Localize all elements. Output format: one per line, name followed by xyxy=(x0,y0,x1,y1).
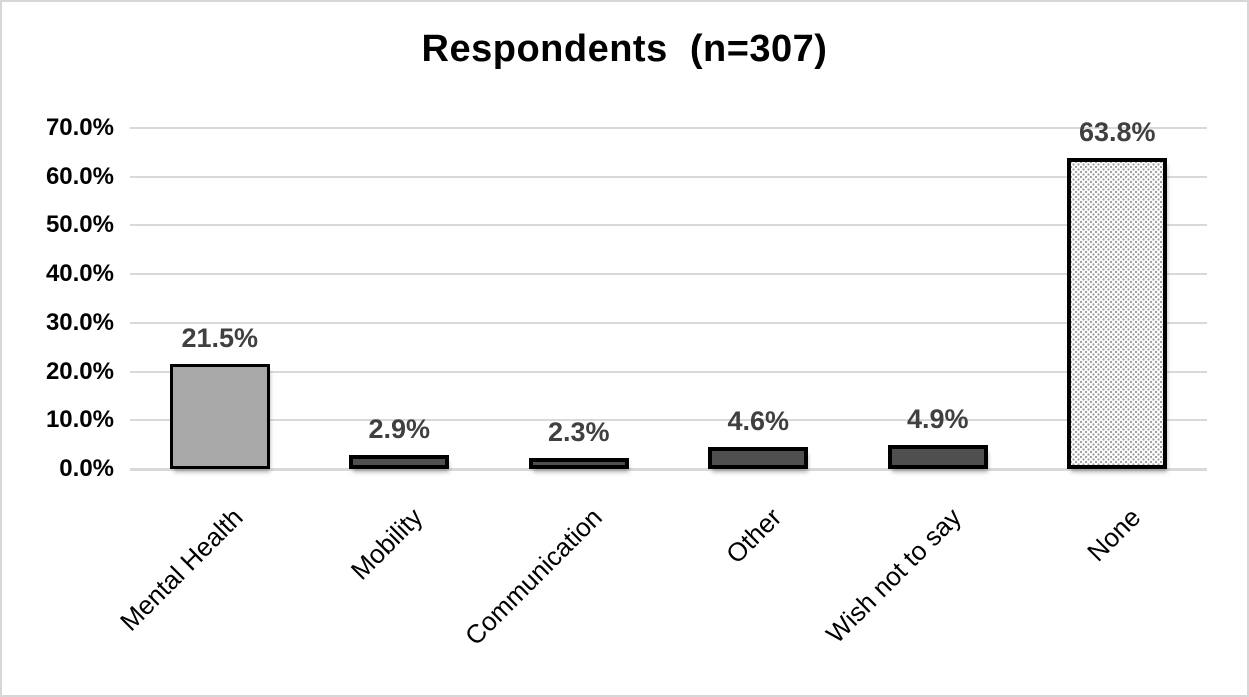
y-axis-tick-label: 0.0% xyxy=(59,455,114,482)
bar-value-label: 63.8% xyxy=(1078,117,1156,148)
gridline xyxy=(130,419,1207,422)
gridline xyxy=(130,127,1207,129)
bar-mobility xyxy=(349,454,450,469)
gridline xyxy=(130,273,1207,276)
x-axis-category-label: Other xyxy=(720,502,788,570)
y-axis-tick-label: 50.0% xyxy=(45,211,114,239)
x-axis-category-label: Mental Health xyxy=(114,502,249,637)
x-axis-baseline xyxy=(130,468,1207,471)
y-axis-tick-label: 10.0% xyxy=(45,406,114,434)
bar-mental-health xyxy=(169,364,270,469)
bar-value-label: 21.5% xyxy=(181,323,259,354)
y-axis-tick-label: 30.0% xyxy=(45,308,114,336)
y-axis-tick-label: 40.0% xyxy=(45,260,114,288)
bar-none xyxy=(1067,158,1168,469)
gridline xyxy=(130,370,1207,373)
y-axis-tick-label: 20.0% xyxy=(45,357,114,385)
bar-wish-not-to-say xyxy=(887,445,988,469)
x-axis-category-label: Communication xyxy=(459,502,608,651)
x-axis-category-label: Mobility xyxy=(344,502,429,586)
bar-value-label: 4.6% xyxy=(727,405,790,436)
gridline xyxy=(130,321,1207,324)
gridline xyxy=(130,175,1207,178)
bar-other xyxy=(708,446,809,469)
y-axis-tick-label: 60.0% xyxy=(45,162,114,190)
gridline xyxy=(130,224,1207,227)
bar-communication xyxy=(528,457,629,469)
bar-value-label: 2.3% xyxy=(547,416,610,447)
x-axis-category-label: Wish not to say xyxy=(820,502,967,649)
plot-area: 21.5% 2.9% 2.3% 4.6% 4.9% 63.8% xyxy=(130,117,1207,471)
x-axis-category-label: None xyxy=(1081,502,1147,568)
y-axis-tick-label: 70.0% xyxy=(45,114,114,141)
bar-value-label: 4.9% xyxy=(906,404,969,435)
chart-title: Respondents (n=307) xyxy=(421,28,828,70)
bar-value-label: 2.9% xyxy=(368,413,431,444)
